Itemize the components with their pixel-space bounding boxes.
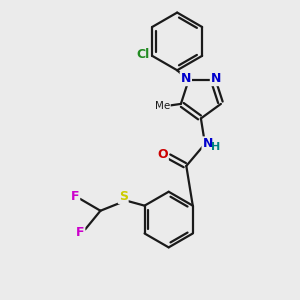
Text: F: F — [76, 226, 84, 238]
Text: Cl: Cl — [136, 48, 149, 61]
Text: H: H — [211, 142, 220, 152]
Text: Me: Me — [154, 100, 170, 111]
Text: N: N — [211, 72, 221, 85]
Text: S: S — [119, 190, 128, 203]
Text: N: N — [181, 72, 191, 85]
Text: F: F — [71, 190, 79, 202]
Text: O: O — [157, 148, 168, 160]
Text: N: N — [202, 137, 213, 150]
